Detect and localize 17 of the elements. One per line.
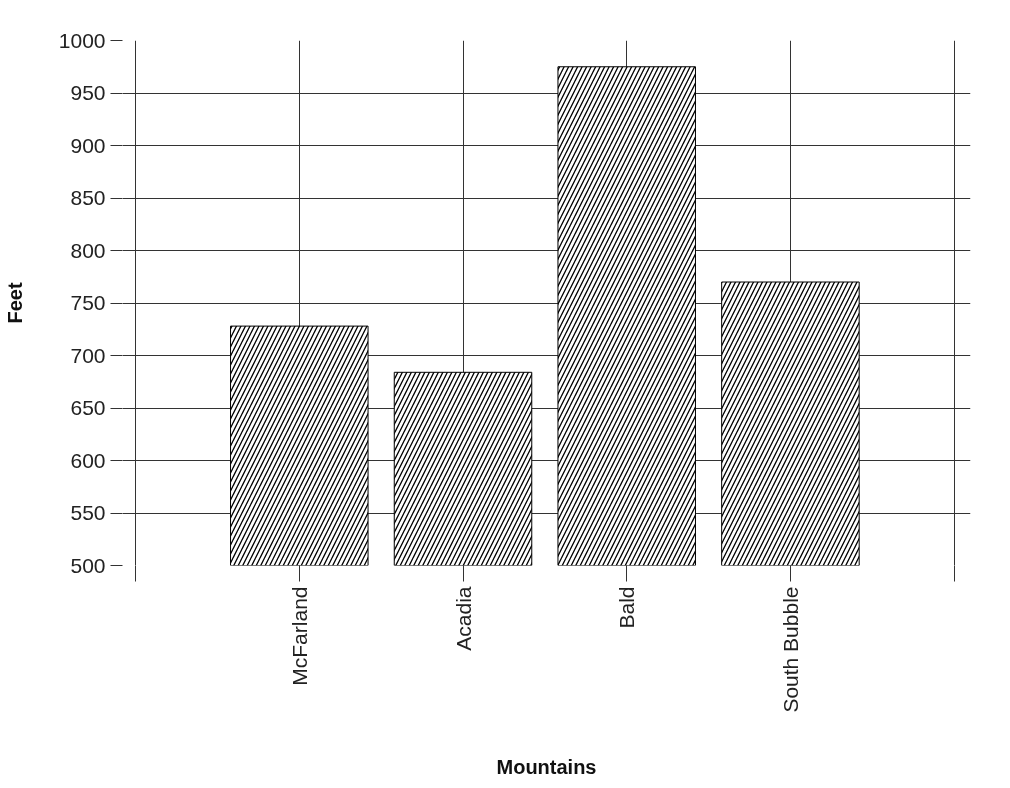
y-tick-label: 550 bbox=[70, 501, 106, 524]
y-tick-label: 1000 bbox=[58, 28, 106, 52]
x-tick-label: Acadia bbox=[451, 586, 475, 651]
x-tick-label: South Bubble bbox=[778, 586, 802, 713]
x-tick-label: Bald bbox=[615, 586, 639, 629]
x-tick-label: McFarland bbox=[287, 586, 311, 686]
y-axis-title: Feet bbox=[3, 282, 26, 324]
y-tick-label: 750 bbox=[70, 291, 106, 314]
x-axis-title: Mountains bbox=[496, 755, 597, 778]
y-tick-label: 700 bbox=[70, 343, 106, 367]
y-tick-label: 600 bbox=[70, 448, 106, 472]
y-tick-label: 800 bbox=[70, 238, 106, 262]
y-tick-label: 500 bbox=[70, 553, 106, 577]
y-tick-label: 900 bbox=[70, 133, 106, 157]
y-tick-label: 650 bbox=[70, 396, 106, 419]
y-tick-label: 850 bbox=[70, 186, 106, 209]
y-tick-label: 950 bbox=[70, 81, 106, 104]
